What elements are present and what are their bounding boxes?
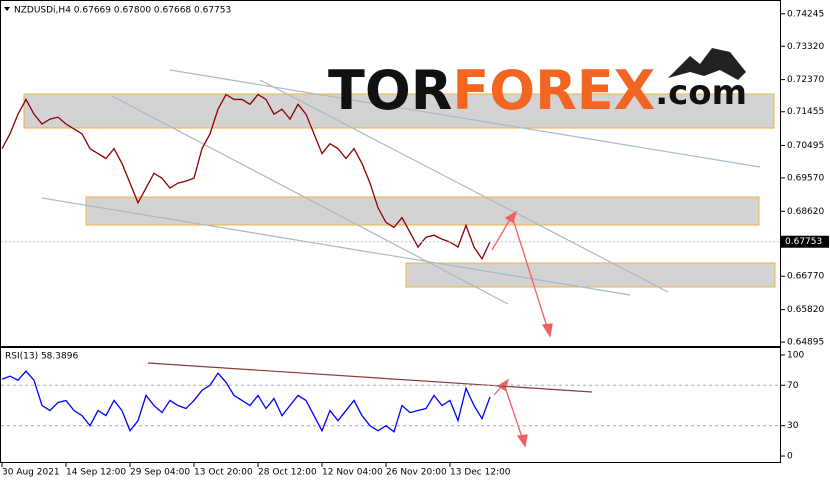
current-price-box — [781, 235, 829, 248]
y-tick-label: 30 — [787, 421, 799, 431]
x-tick-label: 14 Sep 12:00 — [66, 468, 126, 478]
y-tick-label: 0.69570 — [787, 173, 824, 183]
current-price-label: 0.67753 — [785, 237, 822, 247]
x-tick-label: 13 Oct 20:00 — [194, 468, 253, 478]
y-tick-label: 0.72370 — [787, 75, 824, 85]
bull-icon — [668, 48, 746, 80]
price-pane-frame — [0, 0, 781, 347]
header-arrow — [4, 7, 10, 11]
y-tick-label: 0.65820 — [787, 305, 824, 315]
y-tick-label: 0.64895 — [787, 338, 824, 348]
support-zone — [85, 196, 760, 226]
resistance-zone — [23, 93, 775, 129]
logo-part: .com — [655, 73, 747, 113]
symbol-header: NZDUSDi,H4 0.67669 0.67800 0.67668 0.677… — [14, 6, 231, 16]
logo-part: TOR — [328, 59, 452, 122]
y-tick-label: 0.74245 — [787, 9, 824, 19]
y-tick-label: 0.73320 — [787, 42, 824, 52]
y-tick-label: 0.71455 — [787, 107, 824, 117]
y-tick-label: 0.66770 — [787, 272, 824, 282]
logo: TORFOREX.com — [328, 59, 747, 122]
forecast-arrows — [491, 210, 553, 448]
series-line — [1, 370, 491, 433]
series-line — [1, 93, 491, 261]
rsi-title: RSI(13) 58.3896 — [5, 352, 78, 362]
y-tick-label: 70 — [787, 381, 799, 391]
rsi-trend-line — [147, 362, 593, 393]
x-tick-label: 26 Nov 20:00 — [386, 468, 447, 478]
y-tick-label: 100 — [787, 350, 804, 360]
y-tick-label: 0.70495 — [787, 141, 824, 151]
y-tick-label: 0.68620 — [787, 207, 824, 217]
rsi-pane-frame — [0, 347, 781, 463]
x-tick-label: 12 Nov 04:00 — [322, 468, 383, 478]
x-tick-label: 13 Dec 12:00 — [450, 468, 511, 478]
logo-part: FOREX — [452, 59, 655, 122]
x-tick-label: 30 Aug 2021 — [2, 468, 60, 478]
x-tick-label: 28 Oct 12:00 — [258, 468, 317, 478]
y-tick-label: 0 — [787, 452, 793, 462]
x-tick-label: 29 Sep 04:00 — [130, 468, 190, 478]
